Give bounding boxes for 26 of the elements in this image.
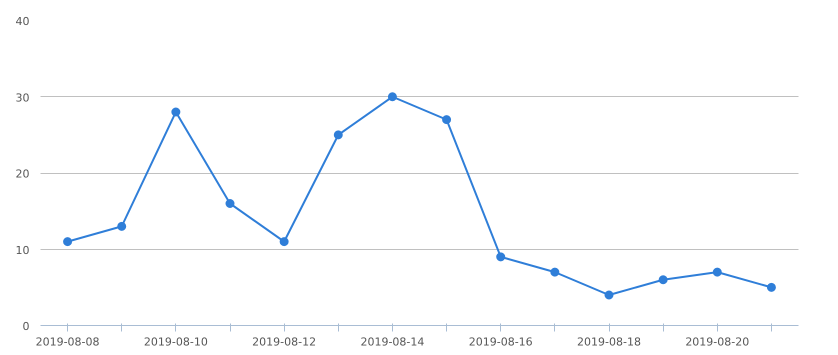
y-tick-label: 10 xyxy=(16,244,30,257)
y-tick-label: 30 xyxy=(16,91,30,104)
point xyxy=(117,222,126,231)
x-tick-label: 2019-08-12 xyxy=(252,336,316,348)
point xyxy=(388,92,397,102)
point xyxy=(442,115,452,124)
y-tick-label: 20 xyxy=(16,168,30,180)
x-tick-label: 2019-08-20 xyxy=(685,336,750,348)
point xyxy=(658,275,668,284)
y-tick-label: 40 xyxy=(16,15,30,28)
point xyxy=(334,130,343,140)
point xyxy=(712,268,722,277)
x-tick-label: 2019-08-18 xyxy=(577,336,641,348)
point xyxy=(604,290,614,300)
point xyxy=(280,237,289,246)
x-tick-label: 2019-08-14 xyxy=(360,336,424,348)
point xyxy=(496,252,506,262)
point xyxy=(171,108,180,116)
point xyxy=(226,199,234,208)
point xyxy=(766,282,776,292)
point xyxy=(550,268,560,277)
x-tick-label: 2019-08-16 xyxy=(468,336,533,348)
point xyxy=(63,237,72,246)
x-tick-label: 2019-08-08 xyxy=(36,336,100,348)
x-tick-label: 2019-08-10 xyxy=(144,336,208,348)
y-tick-label: 0 xyxy=(22,320,30,333)
